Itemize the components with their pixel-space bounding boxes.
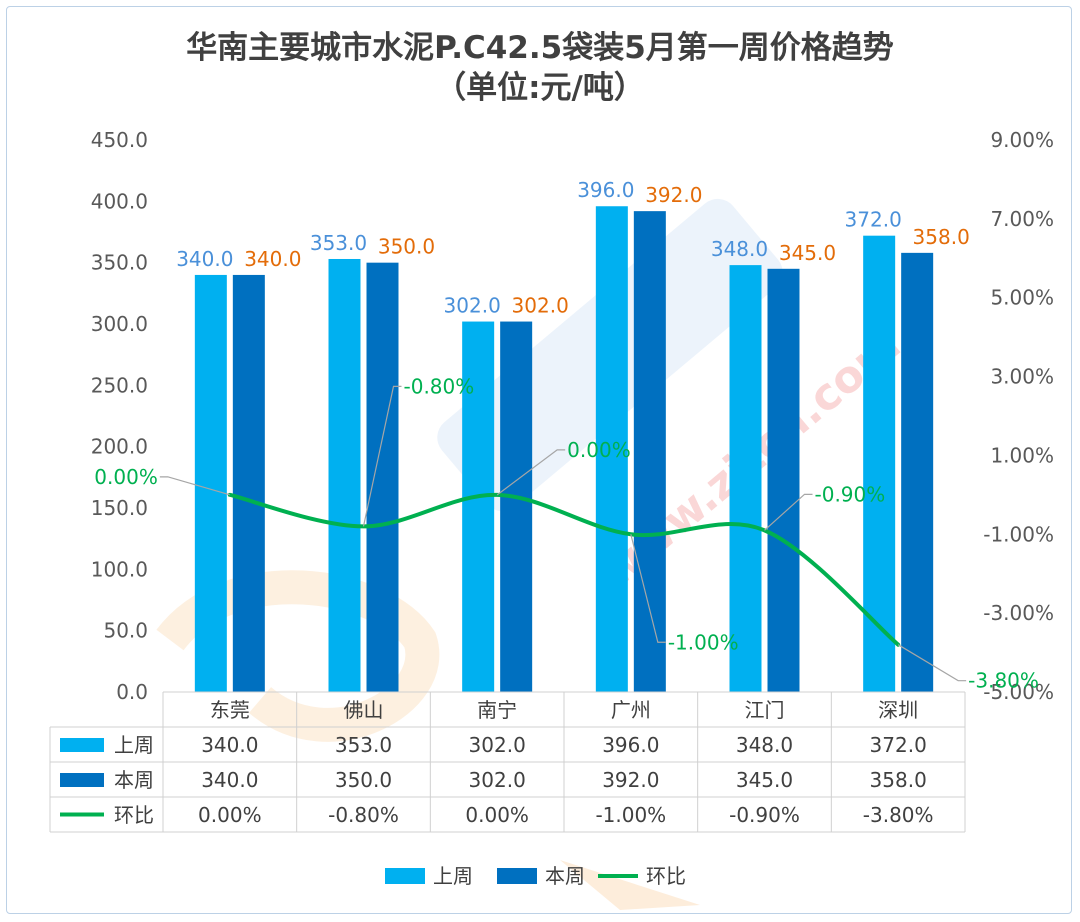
left-axis-tick-label: 150.0 — [91, 496, 148, 520]
bar-last-week — [328, 258, 361, 692]
legend-key-swatch — [385, 868, 425, 884]
leader-line — [764, 493, 813, 531]
legend-label: 本周 — [545, 864, 585, 888]
line-data-label: -0.90% — [815, 482, 886, 506]
table-cell: -3.80% — [863, 803, 934, 827]
line-data-label: 0.00% — [567, 438, 631, 462]
leader-line — [159, 476, 231, 496]
legend-label: 上周 — [433, 864, 473, 888]
table-cell: 372.0 — [870, 733, 927, 757]
leader-line — [496, 449, 566, 496]
table-cell: 0.00% — [198, 803, 262, 827]
table-cell: 392.0 — [602, 768, 659, 792]
bar-data-label: 358.0 — [913, 225, 970, 249]
bar-last-week — [863, 235, 896, 692]
left-axis-tick-label: 350.0 — [91, 251, 148, 275]
table-cell: 358.0 — [870, 768, 927, 792]
bar-this-week — [366, 262, 399, 692]
leader-line — [897, 644, 967, 682]
bar-data-label: 348.0 — [711, 237, 768, 261]
right-axis-tick-label: 3.00% — [990, 365, 1054, 389]
table-cell: -0.80% — [328, 803, 399, 827]
category-label: 东莞 — [210, 698, 250, 722]
table-cell: 340.0 — [201, 733, 258, 757]
bar-this-week — [767, 268, 800, 692]
leader-line — [362, 385, 402, 527]
line-data-label: -3.80% — [968, 669, 1039, 693]
bar-last-week — [194, 274, 227, 692]
bar-last-week — [462, 321, 495, 692]
left-axis-tick-label: 100.0 — [91, 557, 148, 581]
bar-data-label: 353.0 — [310, 231, 367, 255]
chart-subtitle: （单位:元/吨） — [435, 70, 645, 106]
bar-data-label: 340.0 — [176, 247, 233, 271]
right-axis-tick-label: -1.00% — [983, 522, 1054, 546]
table-row-label: 上周 — [114, 733, 154, 757]
left-axis-tick-label: 450.0 — [91, 128, 148, 152]
line-data-label: -0.80% — [404, 374, 475, 398]
left-axis-tick-label: 400.0 — [91, 189, 148, 213]
bar-data-label: 345.0 — [779, 241, 836, 265]
line-data-label: 0.00% — [94, 465, 158, 489]
left-axis-tick-label: 0.0 — [116, 680, 148, 704]
bar-data-label: 350.0 — [378, 235, 435, 259]
right-axis-tick-label: -5.00% — [983, 680, 1054, 704]
table-cell: 396.0 — [602, 733, 659, 757]
left-axis-tick-label: 50.0 — [103, 619, 148, 643]
bar-this-week — [232, 274, 265, 692]
table-cell: 350.0 — [335, 768, 392, 792]
category-label: 广州 — [611, 698, 651, 722]
leader-line — [630, 534, 666, 643]
bar-last-week — [729, 265, 762, 692]
line-data-label: -1.00% — [668, 630, 739, 654]
bar-data-label: 396.0 — [577, 178, 634, 202]
table-legend-key — [60, 738, 104, 752]
bar-data-label: 372.0 — [845, 208, 902, 232]
table-cell: 353.0 — [335, 733, 392, 757]
chart-title: 华南主要城市水泥P.C42.5袋装5月第一周价格趋势 — [186, 30, 894, 66]
line-ratio — [227, 492, 901, 647]
left-axis-tick-label: 250.0 — [91, 373, 148, 397]
table-cell: 340.0 — [201, 768, 258, 792]
right-axis-tick-label: 1.00% — [990, 443, 1054, 467]
bar-data-label: 340.0 — [244, 247, 301, 271]
bar-data-label: 302.0 — [512, 294, 569, 318]
legend-key-swatch — [497, 868, 537, 884]
table-cell: 348.0 — [736, 733, 793, 757]
category-label: 佛山 — [344, 698, 384, 722]
table-row-label: 环比 — [114, 803, 154, 827]
table-cell: 0.00% — [465, 803, 529, 827]
table-legend-key — [60, 773, 104, 787]
right-axis-tick-label: 9.00% — [990, 128, 1054, 152]
table-cell: -1.00% — [595, 803, 666, 827]
category-label: 深圳 — [878, 698, 918, 722]
table-row-label: 本周 — [114, 768, 154, 792]
table-cell: 345.0 — [736, 768, 793, 792]
bar-this-week — [901, 252, 934, 692]
legend-label: 环比 — [646, 864, 686, 888]
bar-this-week — [500, 321, 533, 692]
right-axis-tick-label: 5.00% — [990, 286, 1054, 310]
left-axis-tick-label: 300.0 — [91, 312, 148, 336]
table-cell: 302.0 — [469, 733, 526, 757]
category-label: 江门 — [745, 698, 785, 722]
table-cell: -0.90% — [729, 803, 800, 827]
bar-last-week — [595, 206, 628, 693]
table-cell: 302.0 — [469, 768, 526, 792]
right-axis-tick-label: 7.00% — [990, 207, 1054, 231]
bar-data-label: 392.0 — [645, 183, 702, 207]
right-axis-tick-label: -3.00% — [983, 601, 1054, 625]
category-label: 南宁 — [477, 698, 517, 722]
left-axis-tick-label: 200.0 — [91, 435, 148, 459]
bar-data-label: 302.0 — [444, 294, 501, 318]
bar-this-week — [633, 211, 666, 692]
